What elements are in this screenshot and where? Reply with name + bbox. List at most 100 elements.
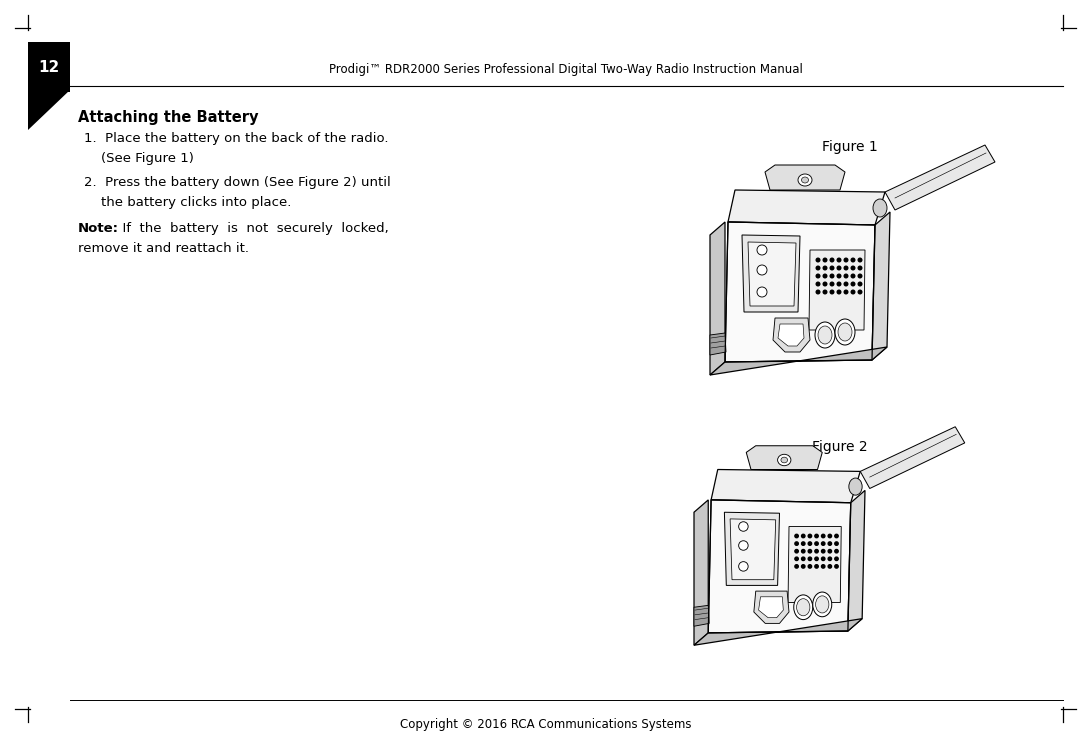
Polygon shape [885, 145, 995, 210]
Circle shape [822, 550, 825, 553]
Polygon shape [748, 242, 796, 306]
Ellipse shape [818, 326, 832, 344]
Circle shape [808, 550, 812, 553]
Text: Note:: Note: [77, 222, 119, 235]
Circle shape [851, 282, 855, 286]
Circle shape [802, 565, 805, 568]
Circle shape [822, 542, 825, 545]
Circle shape [822, 565, 825, 568]
Text: Attaching the Battery: Attaching the Battery [77, 110, 259, 125]
Circle shape [837, 282, 841, 286]
Circle shape [802, 550, 805, 553]
Circle shape [824, 290, 827, 294]
Polygon shape [726, 222, 875, 362]
Circle shape [859, 282, 862, 286]
Polygon shape [710, 347, 887, 375]
Ellipse shape [781, 457, 788, 463]
Polygon shape [694, 618, 862, 646]
Text: 2.  Press the battery down (See Figure 2) until: 2. Press the battery down (See Figure 2)… [84, 176, 391, 189]
Circle shape [802, 557, 805, 561]
Polygon shape [848, 490, 865, 631]
Circle shape [824, 258, 827, 262]
Circle shape [835, 542, 838, 545]
Polygon shape [758, 597, 783, 618]
Circle shape [816, 274, 819, 278]
FancyBboxPatch shape [28, 42, 70, 92]
Polygon shape [778, 324, 804, 346]
Circle shape [802, 534, 805, 538]
Circle shape [802, 542, 805, 545]
Polygon shape [708, 500, 851, 633]
Ellipse shape [757, 265, 767, 275]
Ellipse shape [815, 322, 835, 348]
Circle shape [830, 266, 834, 270]
Text: 12: 12 [38, 60, 60, 74]
Ellipse shape [794, 595, 813, 620]
Circle shape [816, 282, 819, 286]
Polygon shape [860, 427, 964, 489]
Polygon shape [754, 591, 789, 624]
Circle shape [837, 266, 841, 270]
Polygon shape [728, 190, 885, 225]
Polygon shape [28, 90, 70, 130]
Polygon shape [774, 318, 810, 352]
Ellipse shape [757, 245, 767, 255]
Ellipse shape [739, 522, 748, 531]
Circle shape [851, 266, 855, 270]
Text: the battery clicks into place.: the battery clicks into place. [84, 196, 291, 209]
Text: Figure 1: Figure 1 [823, 140, 878, 154]
Circle shape [816, 290, 819, 294]
Ellipse shape [757, 287, 767, 297]
Circle shape [835, 550, 838, 553]
Circle shape [844, 290, 848, 294]
Circle shape [828, 542, 831, 545]
Ellipse shape [739, 562, 748, 571]
Circle shape [816, 258, 819, 262]
Ellipse shape [798, 174, 812, 186]
Ellipse shape [835, 319, 855, 345]
Circle shape [859, 266, 862, 270]
Ellipse shape [778, 454, 791, 466]
Circle shape [795, 565, 799, 568]
Polygon shape [765, 165, 846, 190]
Circle shape [835, 557, 838, 561]
Ellipse shape [813, 592, 831, 617]
Circle shape [828, 565, 831, 568]
Circle shape [824, 274, 827, 278]
Circle shape [824, 266, 827, 270]
Polygon shape [788, 526, 841, 603]
Polygon shape [872, 212, 890, 360]
Circle shape [828, 534, 831, 538]
Polygon shape [694, 500, 708, 646]
Circle shape [844, 258, 848, 262]
Text: 1.  Place the battery on the back of the radio.: 1. Place the battery on the back of the … [84, 132, 388, 145]
Circle shape [815, 565, 818, 568]
Circle shape [830, 290, 834, 294]
Circle shape [816, 266, 819, 270]
Text: Prodigi™ RDR2000 Series Professional Digital Two-Way Radio Instruction Manual: Prodigi™ RDR2000 Series Professional Dig… [329, 63, 803, 76]
Text: If  the  battery  is  not  securely  locked,: If the battery is not securely locked, [113, 222, 388, 235]
Circle shape [844, 274, 848, 278]
Circle shape [824, 282, 827, 286]
Circle shape [795, 534, 799, 538]
Polygon shape [694, 605, 709, 626]
Circle shape [837, 290, 841, 294]
Polygon shape [746, 446, 823, 469]
Circle shape [830, 274, 834, 278]
Text: remove it and reattach it.: remove it and reattach it. [77, 242, 249, 255]
Circle shape [837, 274, 841, 278]
Polygon shape [730, 519, 776, 580]
Text: (See Figure 1): (See Figure 1) [84, 152, 194, 165]
Circle shape [808, 557, 812, 561]
Circle shape [815, 550, 818, 553]
Ellipse shape [873, 199, 887, 217]
Circle shape [851, 290, 855, 294]
Circle shape [795, 557, 799, 561]
Ellipse shape [838, 323, 852, 341]
Ellipse shape [739, 541, 748, 551]
Circle shape [851, 258, 855, 262]
Circle shape [815, 534, 818, 538]
Text: Copyright © 2016 RCA Communications Systems: Copyright © 2016 RCA Communications Syst… [400, 718, 692, 731]
Circle shape [837, 258, 841, 262]
Ellipse shape [802, 177, 808, 183]
